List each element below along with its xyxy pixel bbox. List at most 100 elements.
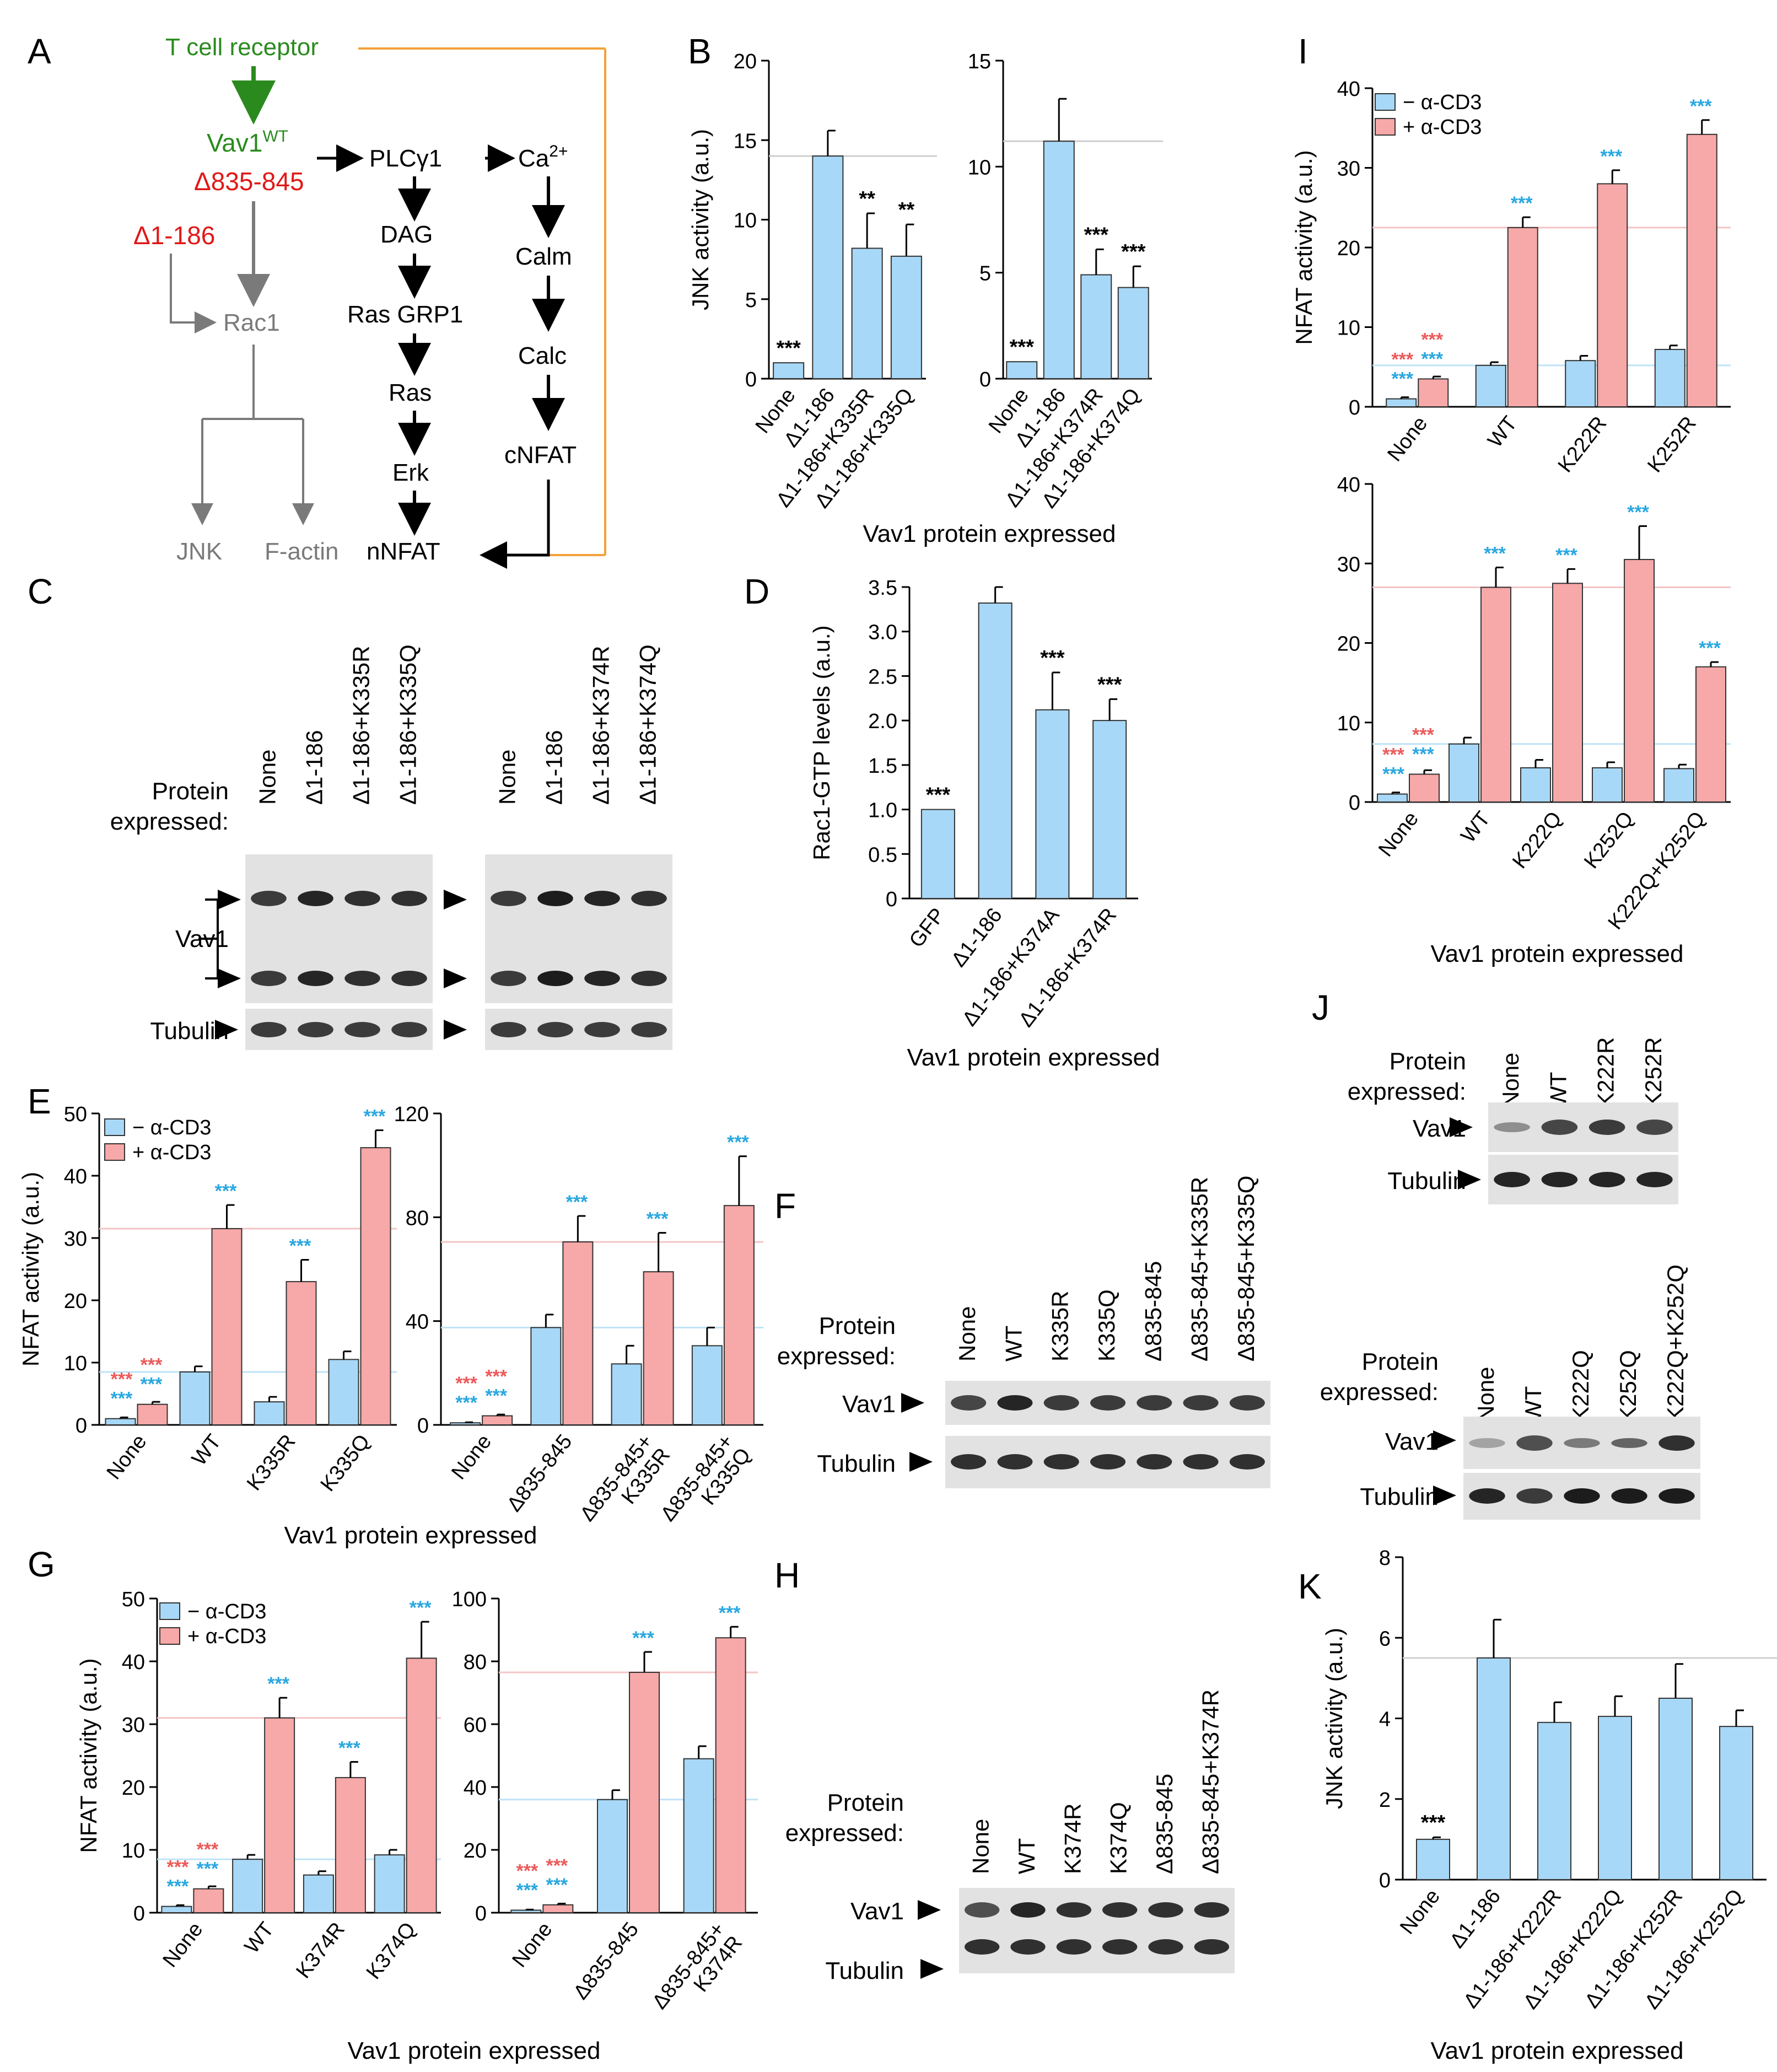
blot-J2: None WT K222Q K252Q K222Q+K252Q — [1463, 1264, 1700, 1520]
tubulin-label: Tubulin — [817, 1450, 896, 1477]
legend-label-plus: + α-CD3 — [187, 1625, 266, 1648]
y-tick-label: 50 — [122, 1588, 145, 1611]
legend-label-minus: − α-CD3 — [132, 1116, 211, 1139]
bar-minus-cd3 — [1654, 348, 1686, 408]
blot-J1: None WT K222R K252R — [1488, 1037, 1678, 1204]
bar — [1477, 1657, 1511, 1880]
band — [1469, 1488, 1505, 1504]
protein-label: expressed: — [110, 808, 229, 835]
band-arrow — [1458, 1170, 1481, 1190]
band — [1564, 1488, 1600, 1504]
y-tick-label: 10 — [122, 1839, 145, 1863]
band — [537, 1022, 573, 1037]
chart-E1: 0 10 20 30 40 50 NFAT activity (a.u.) None WT K33… — [18, 1103, 397, 1496]
y-axis-label: NFAT activity (a.u.) — [76, 1658, 101, 1853]
y-tick-label: 20 — [1337, 237, 1360, 260]
tubulin-label: Tubulin — [1360, 1483, 1439, 1510]
band-arrow — [1433, 1430, 1456, 1450]
panel-label-k: K — [1298, 1567, 1322, 1606]
bar — [851, 247, 883, 379]
band — [1658, 1435, 1695, 1451]
significance-label: *** — [197, 1839, 219, 1860]
lane-label: K374R — [1059, 1804, 1085, 1874]
significance-label: *** — [776, 337, 801, 360]
significance-label: *** — [727, 1132, 749, 1153]
band — [251, 971, 287, 986]
x-tick-label: WT — [187, 1430, 225, 1470]
significance-label: *** — [1421, 1811, 1446, 1834]
y-axis-label: Rac1-GTP levels (a.u.) — [809, 625, 834, 860]
band — [1137, 1454, 1172, 1470]
chart-I1: 0 10 20 30 40 NFAT activity (a.u.) None WT K222R… — [1291, 78, 1731, 477]
bar-minus-cd3 — [232, 1859, 263, 1914]
y-tick-label: 50 — [64, 1103, 87, 1126]
node-dag: DAG — [380, 221, 433, 248]
lane-label: Δ1-186 — [301, 730, 327, 805]
band — [584, 971, 620, 986]
y-tick-label: 4 — [1379, 1708, 1391, 1731]
y-tick-label: 40 — [464, 1777, 487, 1800]
band — [298, 971, 333, 986]
band-arrow — [444, 890, 467, 909]
y-tick-label: 20 — [464, 1839, 487, 1863]
tubulin-label: Tubulin — [825, 1957, 904, 1984]
panel-label-d: D — [744, 572, 769, 611]
band — [1137, 1395, 1172, 1411]
band — [1183, 1395, 1219, 1411]
panel-label-h: H — [774, 1556, 800, 1595]
band — [1043, 1395, 1079, 1411]
bar-plus-cd3 — [629, 1671, 660, 1913]
bar — [890, 255, 922, 380]
significance-label: *** — [647, 1209, 669, 1230]
bar-plus-cd3 — [264, 1717, 295, 1914]
bar-minus-cd3 — [254, 1401, 285, 1425]
blots-layer: None Δ1-186 Δ1-186+K335R Δ1-186+K335Q None Δ1… — [110, 644, 1700, 1984]
bar-plus-cd3 — [715, 1637, 746, 1913]
significance-label: *** — [455, 1392, 477, 1413]
band — [1541, 1120, 1578, 1135]
bar — [1598, 1715, 1632, 1880]
significance-label: *** — [1511, 193, 1533, 214]
x-tick-label: None — [103, 1430, 152, 1484]
band — [1183, 1454, 1219, 1470]
panel-label-i: I — [1298, 31, 1308, 71]
bar — [1719, 1726, 1753, 1880]
y-tick-label: 15 — [734, 130, 757, 153]
lane-label: WT — [1520, 1386, 1546, 1422]
band — [965, 1902, 1000, 1918]
pathway-diagram: T cell receptor Vav1WT Δ835-845 Δ1-186 R… — [133, 34, 606, 569]
significance-label: *** — [1382, 764, 1404, 785]
node-rac1: Rac1 — [223, 309, 280, 336]
tubulin-label: Tubulin — [1387, 1167, 1466, 1194]
blot-H: None WT K374R K374Q Δ835-845 Δ835-845+K374R — [959, 1689, 1235, 1973]
significance-label: *** — [111, 1369, 133, 1390]
x-tick-label: WT — [1457, 808, 1495, 847]
significance-label: *** — [485, 1366, 507, 1387]
arrow-cnfat-nnfat — [480, 480, 550, 569]
x-tick-label: K335R — [243, 1430, 300, 1495]
band-arrow — [444, 968, 467, 988]
band — [1494, 1122, 1530, 1132]
node-d835: Δ835-845 — [194, 167, 304, 196]
y-tick-label: 20 — [122, 1777, 145, 1800]
y-tick-label: 1.5 — [868, 755, 897, 778]
y-tick-label: 0 — [979, 368, 991, 391]
significance-label: *** — [1484, 543, 1506, 564]
band — [997, 1454, 1033, 1470]
y-tick-label: 0 — [886, 888, 897, 911]
band — [251, 1022, 287, 1037]
significance-label: *** — [1421, 348, 1443, 369]
bar-minus-cd3 — [1386, 398, 1417, 407]
bar-plus-cd3 — [193, 1888, 224, 1913]
band — [537, 891, 573, 906]
significance-label: *** — [215, 1181, 237, 1202]
band — [951, 1454, 987, 1470]
bar-plus-cd3 — [137, 1403, 168, 1425]
y-tick-label: 30 — [64, 1228, 87, 1251]
x-tick-label: WT — [1483, 412, 1521, 452]
band — [1588, 1172, 1625, 1187]
band — [1636, 1120, 1673, 1135]
y-tick-label: 0 — [76, 1414, 87, 1438]
